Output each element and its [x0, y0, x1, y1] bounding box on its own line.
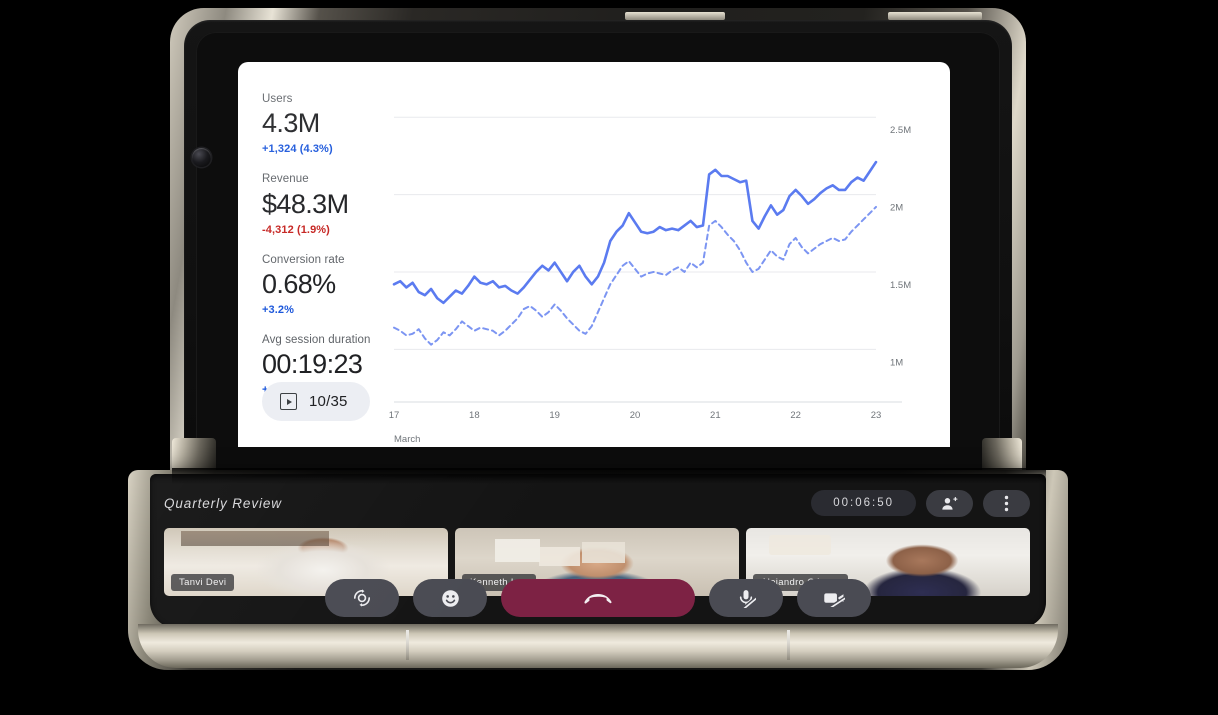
metric-value: 4.3M	[262, 108, 320, 139]
chart-svg: 1M 1.5M 2M 2.5M 17 18 19 20 21 22 23 March	[389, 116, 911, 445]
participant-tile[interactable]: Alejandro Gómez	[746, 528, 1030, 596]
metric-delta: +1,324 (4.3%)	[262, 143, 333, 156]
more-options-button[interactable]	[983, 489, 1030, 517]
hinge-shadow	[172, 468, 1046, 484]
metric-conversion-rate: Conversion rate 0.68% +3.2%	[262, 253, 388, 316]
metric-label: Revenue	[262, 173, 309, 186]
slide-play-icon	[280, 393, 297, 410]
call-header-actions: 00:06:50	[811, 489, 1030, 517]
video-off-icon	[824, 593, 845, 607]
antenna-line-top-left	[625, 12, 725, 20]
svg-text:23: 23	[871, 410, 882, 421]
svg-text:18: 18	[469, 410, 480, 421]
svg-text:1.5M: 1.5M	[890, 280, 911, 291]
metric-label: Users	[262, 93, 293, 105]
svg-text:2M: 2M	[890, 203, 903, 214]
antenna-line-top-right	[888, 12, 982, 20]
metric-users: Users 4.3M +1,324 (4.3%)	[262, 92, 388, 155]
analytics-app-card: Users 4.3M +1,324 (4.3%) Revenue $48.3M …	[238, 62, 950, 447]
switch-camera-button[interactable]	[325, 579, 399, 617]
metric-value: 0.68%	[262, 269, 336, 299]
end-call-button[interactable]	[501, 579, 695, 617]
metric-value: 00:19:23	[262, 349, 363, 380]
metric-value: $48.3M	[262, 188, 349, 219]
camera-switch-icon	[353, 589, 371, 607]
device-bottom-rail	[138, 624, 1058, 668]
metric-delta: -4,312 (1.9%)	[262, 223, 330, 236]
metric-delta: +3.2%	[262, 303, 294, 316]
metric-label: Avg session duration	[262, 333, 371, 346]
front-camera-icon	[192, 148, 211, 167]
emoji-icon	[441, 589, 459, 607]
svg-text:2.5M: 2.5M	[890, 125, 911, 136]
call-title: Quarterly Review	[164, 495, 282, 511]
metrics-panel: Users 4.3M +1,324 (4.3%) Revenue $48.3M …	[238, 62, 388, 447]
video-call-screen: Quarterly Review 00:06:50	[150, 474, 1046, 628]
video-call-ui: Quarterly Review 00:06:50	[150, 474, 1046, 628]
camera-button[interactable]	[797, 579, 871, 617]
mic-off-icon	[739, 590, 756, 608]
device-lower-frame: Quarterly Review 00:06:50	[128, 470, 1068, 670]
svg-text:March: March	[394, 434, 420, 445]
svg-text:21: 21	[710, 410, 721, 421]
participant-name: Tanvi Devi	[171, 574, 235, 591]
reactions-button[interactable]	[413, 579, 487, 617]
slide-counter-pill[interactable]: 10/35	[262, 382, 370, 421]
svg-text:20: 20	[630, 410, 641, 421]
svg-text:17: 17	[389, 410, 400, 421]
call-timer: 00:06:50	[811, 490, 916, 516]
svg-text:1M: 1M	[890, 357, 903, 368]
add-participant-button[interactable]	[926, 489, 973, 517]
svg-text:22: 22	[790, 410, 801, 421]
participant-tiles: Tanvi Devi Kenneth Lee Alejandro Gómez	[164, 528, 1030, 596]
person-add-icon	[942, 496, 958, 510]
call-controls	[150, 576, 1046, 620]
svg-text:19: 19	[549, 410, 560, 421]
metric-label: Conversion rate	[262, 253, 345, 266]
microphone-button[interactable]	[709, 579, 783, 617]
slide-count-label: 10/35	[309, 393, 348, 410]
metric-revenue: Revenue $48.3M -4,312 (1.9%)	[262, 172, 388, 235]
phone-hangup-icon	[584, 593, 612, 604]
call-header: Quarterly Review 00:06:50	[164, 488, 1030, 518]
participant-tile[interactable]: Tanvi Devi	[164, 528, 448, 596]
more-vertical-icon	[1004, 495, 1009, 511]
analytics-chart: 1M 1.5M 2M 2.5M 17 18 19 20 21 22 23 March	[388, 62, 950, 447]
